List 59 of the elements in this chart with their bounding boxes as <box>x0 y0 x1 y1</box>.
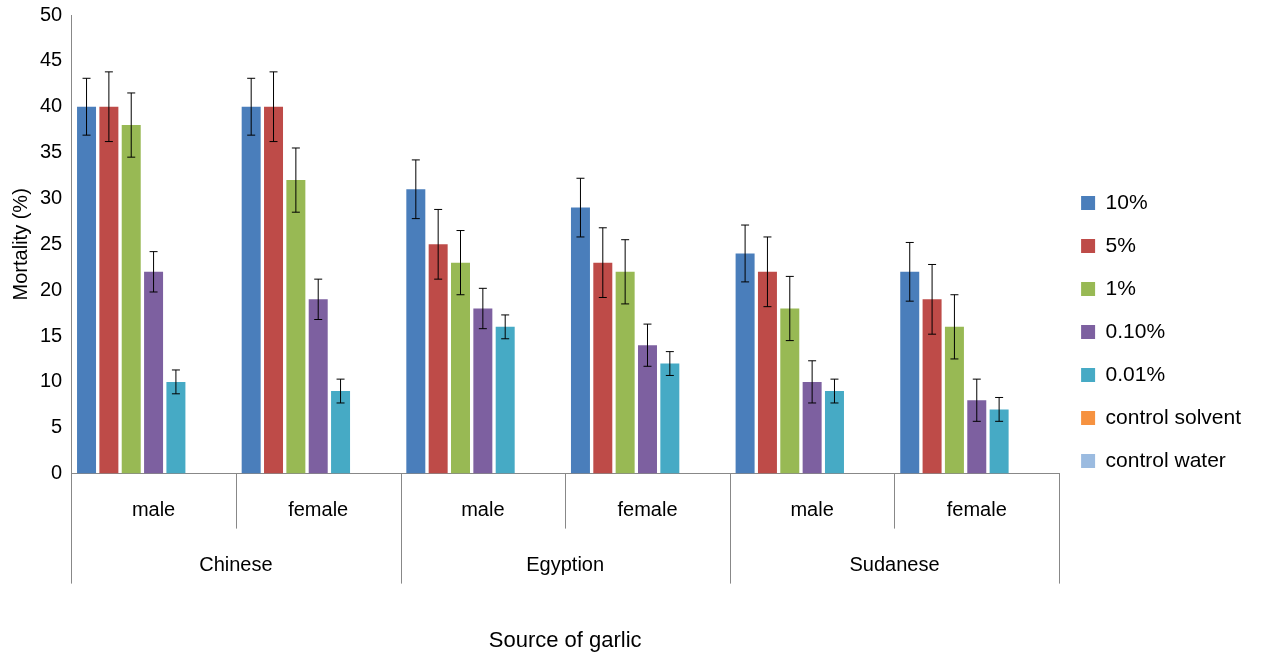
legend-label: 10% <box>1105 189 1148 213</box>
y-tick-label: 50 <box>40 2 63 25</box>
bar <box>638 345 657 474</box>
legend-label: control water <box>1105 447 1226 471</box>
bar <box>735 253 755 474</box>
legend-label: 5% <box>1105 232 1136 256</box>
bar <box>570 207 590 474</box>
bar <box>451 262 470 474</box>
bar <box>900 271 920 474</box>
bar <box>331 391 351 474</box>
y-tick-label: 30 <box>40 185 63 208</box>
x-tick-label: female <box>288 498 349 521</box>
y-tick-label: 40 <box>40 94 63 117</box>
legend-label: 0.01% <box>1105 361 1166 385</box>
y-tick-label: 15 <box>40 323 63 346</box>
bar <box>495 326 515 474</box>
bar <box>77 106 97 474</box>
bar <box>615 271 635 474</box>
bar <box>406 189 426 474</box>
bar <box>264 106 284 474</box>
bar <box>241 106 261 474</box>
y-tick-label: 20 <box>40 277 63 300</box>
x-tick-label: female <box>946 498 1007 521</box>
bar <box>308 299 328 474</box>
y-tick-label: 35 <box>40 140 63 163</box>
bar <box>428 244 448 474</box>
bar <box>824 391 844 474</box>
y-tick-label: 45 <box>40 48 63 71</box>
x-tick-label: male <box>461 498 505 521</box>
legend-label: 0.10% <box>1105 318 1166 342</box>
y-tick-label: 25 <box>40 231 63 254</box>
bar <box>802 381 822 474</box>
bar <box>144 271 164 474</box>
x-tick-label: male <box>790 498 834 521</box>
bar <box>757 271 777 474</box>
bar <box>286 180 306 474</box>
y-tick-label: 10 <box>40 369 63 392</box>
bar <box>593 262 613 474</box>
bar <box>780 308 800 474</box>
bar <box>922 299 942 474</box>
y-tick-label: 0 <box>51 461 63 484</box>
bar <box>99 106 119 474</box>
bar <box>166 381 186 474</box>
x-tick-label: female <box>617 498 678 521</box>
bar <box>121 125 141 474</box>
bar <box>660 363 680 474</box>
text: Egyption <box>526 553 605 576</box>
x-tick-label: male <box>131 498 176 521</box>
bar <box>944 326 964 474</box>
legend-label: control solvent <box>1105 404 1242 428</box>
y-axis-title: Mortality (%) <box>8 188 31 301</box>
bar <box>967 400 987 474</box>
bar <box>473 308 493 474</box>
bar <box>989 409 1009 474</box>
text: Sudanese <box>849 553 940 576</box>
y-tick-label: 5 <box>51 415 63 438</box>
x-axis-title: Source of garlic <box>488 626 642 652</box>
legend-label: 1% <box>1105 275 1136 299</box>
text: Chinese <box>199 553 273 576</box>
